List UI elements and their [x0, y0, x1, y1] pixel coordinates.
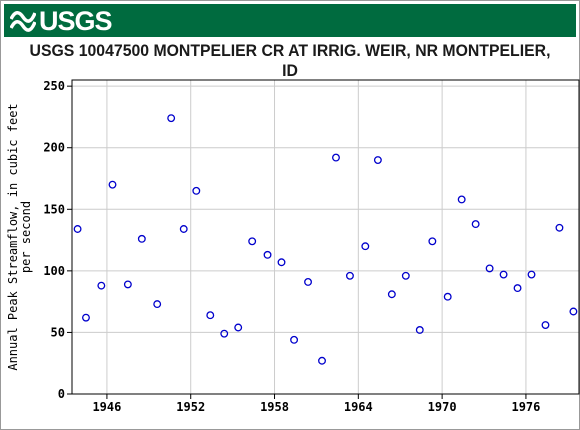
- usgs-banner: USGS: [4, 4, 576, 37]
- y-axis-label-line: per second: [19, 201, 33, 273]
- data-point[interactable]: [318, 356, 326, 365]
- x-tick-label: 1976: [511, 400, 540, 414]
- data-point[interactable]: [457, 195, 466, 204]
- data-point[interactable]: [304, 277, 312, 286]
- data-point[interactable]: [220, 329, 229, 338]
- data-point[interactable]: [373, 156, 382, 164]
- data-point[interactable]: [167, 114, 176, 123]
- data-point[interactable]: [332, 153, 340, 162]
- y-tick-label: 0: [58, 387, 65, 401]
- data-point[interactable]: [73, 225, 82, 233]
- data-point[interactable]: [234, 323, 243, 332]
- data-point[interactable]: [97, 281, 106, 290]
- data-point[interactable]: [527, 270, 536, 279]
- data-points: [73, 114, 578, 365]
- data-point[interactable]: [569, 307, 578, 316]
- logo-text: USGS: [39, 6, 113, 36]
- data-point[interactable]: [485, 264, 494, 273]
- plot-area: [71, 79, 580, 395]
- data-point[interactable]: [179, 225, 188, 233]
- y-tick-label: 150: [43, 202, 65, 216]
- usgs-wave-icon: [10, 8, 36, 34]
- grid-layer: [72, 80, 579, 395]
- x-tick-label: 1970: [428, 400, 457, 414]
- data-point[interactable]: [415, 326, 424, 334]
- data-point[interactable]: [123, 280, 132, 289]
- data-point[interactable]: [345, 271, 354, 280]
- chart-title: USGS 10047500 MONTPELIER CR AT IRRIG. WE…: [29, 41, 551, 80]
- data-point[interactable]: [443, 292, 452, 301]
- data-point[interactable]: [153, 300, 162, 309]
- data-point[interactable]: [387, 290, 396, 299]
- data-point[interactable]: [137, 234, 146, 243]
- y-tick-label: 200: [43, 141, 65, 155]
- data-point[interactable]: [555, 223, 564, 232]
- data-point[interactable]: [206, 311, 215, 320]
- data-point[interactable]: [513, 284, 522, 293]
- x-tick-label: 1952: [176, 400, 205, 414]
- data-point[interactable]: [499, 270, 508, 279]
- data-point[interactable]: [192, 186, 201, 195]
- data-point[interactable]: [471, 220, 480, 229]
- data-point[interactable]: [277, 258, 286, 267]
- x-tick-label: 1964: [344, 400, 373, 414]
- y-tick-label: 100: [43, 264, 65, 278]
- usgs-logo[interactable]: USGS: [10, 6, 113, 36]
- data-point[interactable]: [82, 313, 90, 322]
- data-point[interactable]: [263, 250, 272, 259]
- data-point[interactable]: [290, 335, 299, 344]
- y-tick-label: 250: [43, 79, 65, 93]
- data-point[interactable]: [361, 242, 370, 251]
- x-tick-label: 1958: [260, 400, 289, 414]
- y-tick-label: 50: [51, 325, 65, 339]
- data-point[interactable]: [541, 321, 550, 329]
- data-point[interactable]: [401, 271, 410, 280]
- data-point[interactable]: [108, 180, 117, 189]
- y-axis-label-line: Annual Peak Streamflow, in cubic feet: [6, 103, 20, 370]
- data-point[interactable]: [248, 237, 257, 246]
- y-axis-label: Annual Peak Streamflow, in cubic feet per…: [6, 103, 33, 370]
- axis-ticks: 1946 1952 1958 1964 1970 1976 0 50 100 150 200 250: [43, 79, 540, 414]
- data-point[interactable]: [428, 237, 437, 246]
- x-tick-label: 1946: [92, 400, 121, 414]
